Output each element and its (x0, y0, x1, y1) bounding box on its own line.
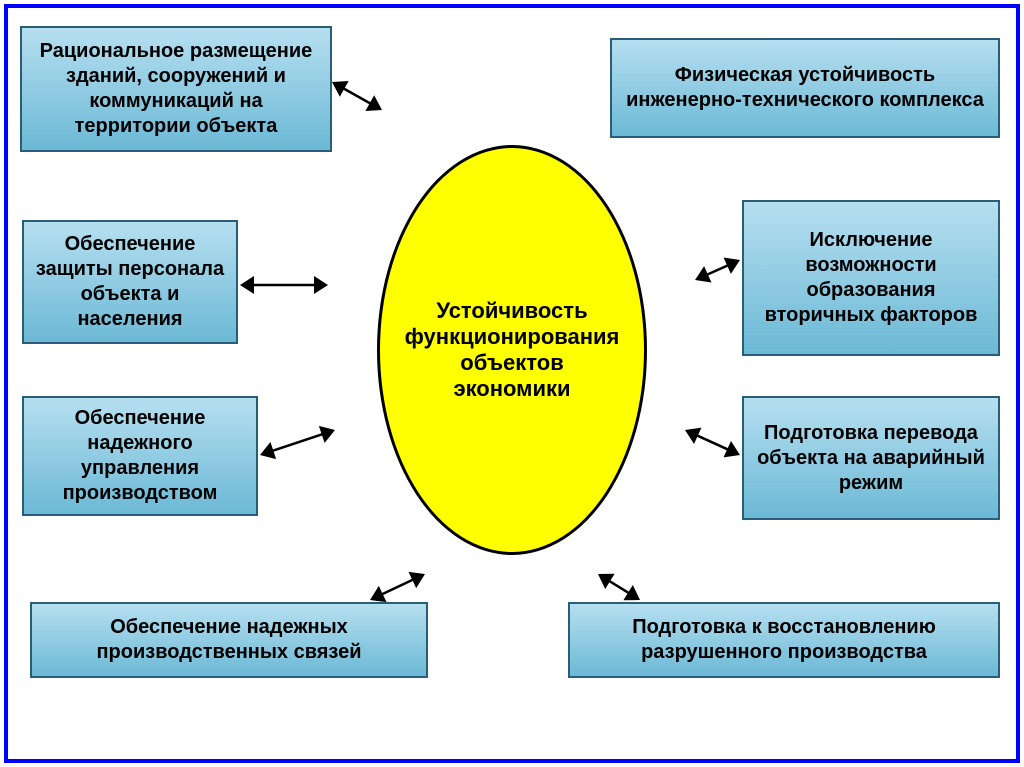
factor-box-label: Исключение возможности образования втори… (754, 228, 988, 328)
factor-box-b3: Обеспечение защиты персонала объекта и н… (22, 220, 238, 344)
factor-box-b2: Физическая устойчивость инженерно-технич… (610, 38, 1000, 138)
central-label-l4: экономики (405, 376, 620, 402)
factor-box-label: Физическая устойчивость инженерно-технич… (622, 63, 988, 113)
factor-box-label: Подготовка перевода объекта на аварийный… (754, 421, 988, 496)
factor-box-b8: Подготовка к восстановлению разрушенного… (568, 602, 1000, 678)
central-ellipse: Устойчивость функционирования объектов э… (377, 145, 647, 555)
central-label-l3: объектов (405, 350, 620, 376)
factor-box-label: Подготовка к восстановлению разрушенного… (580, 615, 988, 665)
factor-box-label: Обеспечение защиты персонала объекта и н… (34, 232, 226, 332)
factor-box-label: Рациональное размещение зданий, сооружен… (32, 39, 320, 139)
factor-box-label: Обеспечение надежного управления произво… (34, 406, 246, 506)
factor-box-b5: Обеспечение надежного управления произво… (22, 396, 258, 516)
factor-box-b7: Обеспечение надежных производственных св… (30, 602, 428, 678)
central-label-l2: функционирования (405, 324, 620, 350)
factor-box-label: Обеспечение надежных производственных св… (42, 615, 416, 665)
factor-box-b1: Рациональное размещение зданий, сооружен… (20, 26, 332, 152)
factor-box-b6: Подготовка перевода объекта на аварийный… (742, 396, 1000, 520)
factor-box-b4: Исключение возможности образования втори… (742, 200, 1000, 356)
central-label-l1: Устойчивость (405, 298, 620, 324)
diagram-canvas: Устойчивость функционирования объектов э… (0, 0, 1024, 767)
central-label: Устойчивость функционирования объектов э… (405, 298, 620, 402)
